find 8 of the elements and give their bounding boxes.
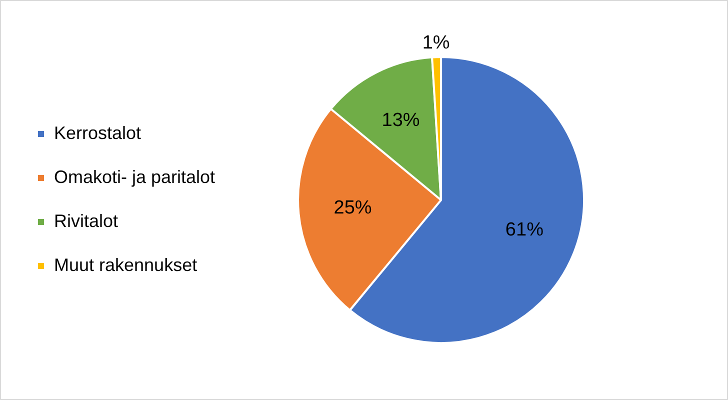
- data-label: 13%: [382, 110, 420, 132]
- data-label: 1%: [422, 32, 450, 54]
- legend-label: Muut rakennukset: [54, 254, 198, 275]
- legend-label: Kerrostalot: [54, 122, 142, 143]
- legend-label: Omakoti- ja paritalot: [54, 166, 216, 187]
- data-label: 25%: [334, 198, 372, 219]
- legend-label: Rivitalot: [54, 210, 118, 231]
- data-label: 61%: [505, 219, 544, 240]
